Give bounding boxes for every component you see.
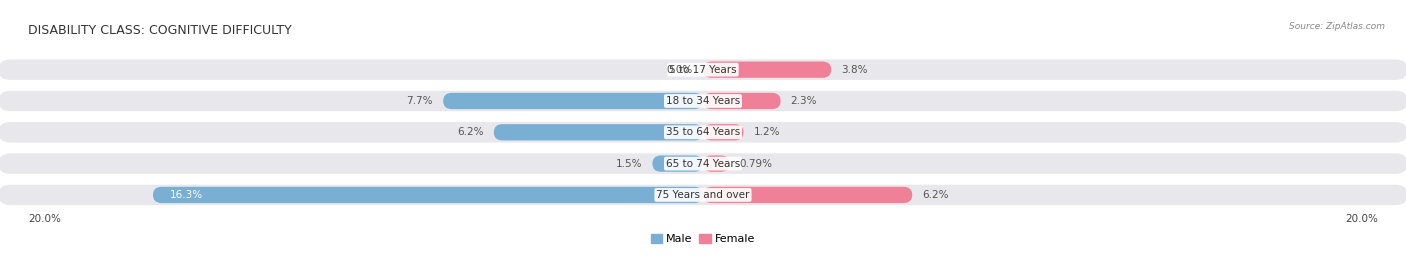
FancyBboxPatch shape bbox=[703, 93, 780, 109]
Text: 1.2%: 1.2% bbox=[754, 127, 780, 137]
Text: 75 Years and over: 75 Years and over bbox=[657, 190, 749, 200]
FancyBboxPatch shape bbox=[153, 187, 703, 203]
FancyBboxPatch shape bbox=[703, 124, 744, 140]
FancyBboxPatch shape bbox=[443, 93, 703, 109]
Legend: Male, Female: Male, Female bbox=[647, 230, 759, 249]
Text: 35 to 64 Years: 35 to 64 Years bbox=[666, 127, 740, 137]
FancyBboxPatch shape bbox=[703, 187, 912, 203]
Text: 18 to 34 Years: 18 to 34 Years bbox=[666, 96, 740, 106]
Text: 2.3%: 2.3% bbox=[790, 96, 817, 106]
Text: 6.2%: 6.2% bbox=[457, 127, 484, 137]
Text: 0.79%: 0.79% bbox=[740, 158, 773, 169]
Text: 16.3%: 16.3% bbox=[170, 190, 202, 200]
Text: Source: ZipAtlas.com: Source: ZipAtlas.com bbox=[1289, 22, 1385, 31]
FancyBboxPatch shape bbox=[0, 121, 1406, 144]
FancyBboxPatch shape bbox=[703, 156, 730, 172]
Text: 1.5%: 1.5% bbox=[616, 158, 643, 169]
FancyBboxPatch shape bbox=[0, 90, 1406, 112]
FancyBboxPatch shape bbox=[0, 152, 1406, 175]
FancyBboxPatch shape bbox=[0, 184, 1406, 206]
Text: 5 to 17 Years: 5 to 17 Years bbox=[669, 65, 737, 75]
Text: DISABILITY CLASS: COGNITIVE DIFFICULTY: DISABILITY CLASS: COGNITIVE DIFFICULTY bbox=[28, 24, 292, 37]
FancyBboxPatch shape bbox=[652, 156, 703, 172]
Text: 7.7%: 7.7% bbox=[406, 96, 433, 106]
Text: 6.2%: 6.2% bbox=[922, 190, 949, 200]
Text: 20.0%: 20.0% bbox=[28, 214, 60, 224]
Text: 20.0%: 20.0% bbox=[1346, 214, 1378, 224]
FancyBboxPatch shape bbox=[0, 58, 1406, 81]
Text: 3.8%: 3.8% bbox=[841, 65, 868, 75]
Text: 0.0%: 0.0% bbox=[666, 65, 693, 75]
FancyBboxPatch shape bbox=[703, 62, 831, 78]
Text: 65 to 74 Years: 65 to 74 Years bbox=[666, 158, 740, 169]
FancyBboxPatch shape bbox=[494, 124, 703, 140]
